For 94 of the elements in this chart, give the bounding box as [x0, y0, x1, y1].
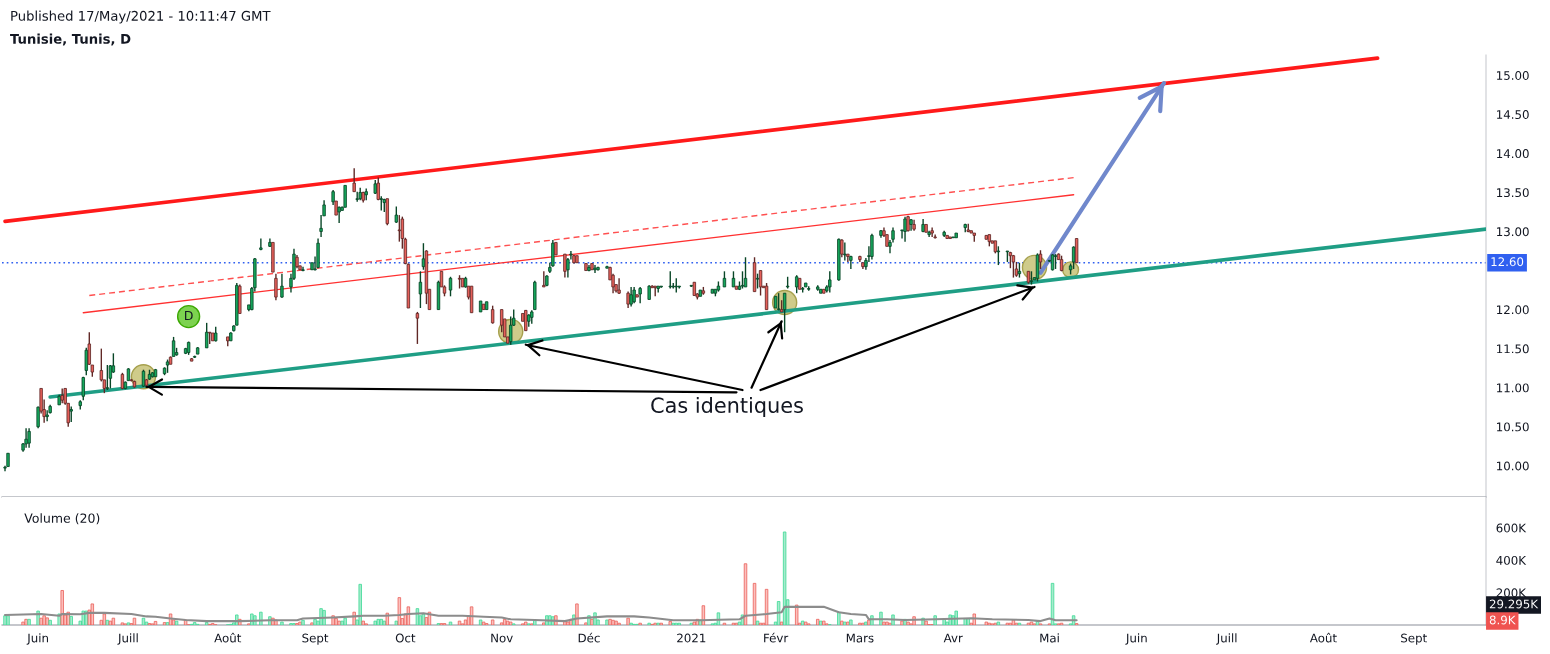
- y-tick-label: 200K: [1496, 588, 1527, 598]
- y-tick-label: 11.50: [1497, 344, 1529, 354]
- bar: [626, 617, 630, 625]
- bar: [882, 621, 886, 625]
- bar: [837, 611, 841, 625]
- text: 8.9K: [1489, 615, 1516, 625]
- bar: [379, 618, 383, 625]
- bar: [313, 618, 317, 625]
- bar: [542, 622, 546, 625]
- candlestick: [105, 364, 110, 391]
- x-tick-label: Juin: [26, 633, 48, 645]
- bar: [397, 597, 402, 625]
- bar: [102, 613, 107, 625]
- x-tick-label: Oct: [395, 633, 416, 643]
- x-tick-label: Déc: [578, 632, 600, 643]
- bar: [69, 615, 73, 625]
- bar: [782, 531, 787, 625]
- candlestick: [45, 409, 49, 422]
- bar: [463, 619, 468, 625]
- y-tick-label: 11.00: [1497, 383, 1529, 393]
- candlestick: [27, 427, 31, 449]
- y-tick-label: 13.50: [1497, 188, 1529, 198]
- candlestick: [24, 427, 28, 449]
- candlestick: [397, 214, 402, 243]
- bar: [280, 621, 284, 625]
- bar: [21, 621, 25, 625]
- candlestick: [846, 253, 850, 263]
- candlestick: [1071, 245, 1076, 270]
- bar: [490, 619, 495, 625]
- x-tick-label: Août: [214, 632, 242, 643]
- candlestick: [352, 167, 356, 193]
- bar: [382, 620, 386, 625]
- bar: [779, 621, 784, 625]
- candlestick: [870, 233, 874, 261]
- candlestick: [843, 241, 847, 262]
- x-tick-label: Juill: [1216, 633, 1237, 645]
- bar: [776, 601, 781, 625]
- candlestick: [448, 276, 453, 297]
- text: Volume (20): [24, 513, 100, 525]
- y-tick-label: 14.00: [1497, 149, 1529, 159]
- x-tick-label: Mars: [846, 633, 874, 643]
- y-tick-label: 10.00: [1497, 461, 1529, 471]
- candlestick: [259, 237, 263, 251]
- text: 29.295K: [1489, 599, 1539, 609]
- bar: [701, 605, 706, 625]
- x-tick-label: Avr: [943, 633, 963, 643]
- x-tick-label: Nov: [491, 633, 513, 643]
- candlestick: [1038, 249, 1043, 270]
- y-tick-label: 600K: [1496, 523, 1527, 533]
- bar: [421, 613, 426, 625]
- y-tick-label: 12.00: [1497, 305, 1529, 315]
- bar: [373, 620, 377, 625]
- y-tick-label: 400K: [1496, 555, 1527, 565]
- y-tick-label: 10.50: [1497, 422, 1529, 432]
- candlestick: [996, 245, 1001, 266]
- bar: [358, 583, 362, 625]
- bar: [111, 617, 116, 625]
- candlestick: [280, 272, 284, 299]
- bar: [60, 590, 64, 625]
- x-tick-label: Juin: [1125, 633, 1147, 645]
- candlestick: [421, 242, 426, 271]
- candlestick: [274, 272, 278, 301]
- x-tick-label: Août: [1309, 632, 1337, 643]
- candlestick: [108, 364, 113, 390]
- bar: [343, 617, 347, 625]
- x-tick-label: Sept: [302, 633, 329, 645]
- x-tick-label: Févr: [764, 632, 789, 643]
- bar: [584, 622, 588, 625]
- bar: [448, 621, 453, 625]
- x-tick-label: 2021: [677, 633, 706, 643]
- candlestick: [36, 405, 40, 429]
- y-tick-label: 14.50: [1497, 110, 1529, 119]
- text: Published 17/May/2021 - 10:11:47 GMT: [11, 10, 271, 24]
- x-tick-label: Sept: [1401, 633, 1427, 645]
- y-tick-label: 13.00: [1497, 227, 1529, 237]
- bar: [204, 622, 209, 625]
- bar: [394, 620, 399, 625]
- annotation: Cas identiques: [651, 396, 803, 418]
- bar: [502, 618, 507, 625]
- candlestick: [84, 347, 88, 376]
- y-tick-label: 15.00: [1497, 71, 1529, 80]
- bar: [310, 622, 314, 625]
- candlestick: [343, 184, 347, 208]
- chart-title: Tunisie, Tunis, D: [10, 33, 131, 46]
- line-series: [3, 605, 1078, 623]
- bar: [764, 588, 769, 625]
- x-tick-label: Mai: [1040, 633, 1059, 643]
- candlestick: [418, 270, 423, 309]
- bar: [499, 622, 504, 625]
- candlestick: [563, 253, 567, 279]
- candlestick: [415, 311, 420, 345]
- x-tick-label: Juill: [117, 633, 138, 645]
- ref-line-label: 12.60: [1491, 257, 1524, 267]
- data-label: D: [185, 310, 193, 321]
